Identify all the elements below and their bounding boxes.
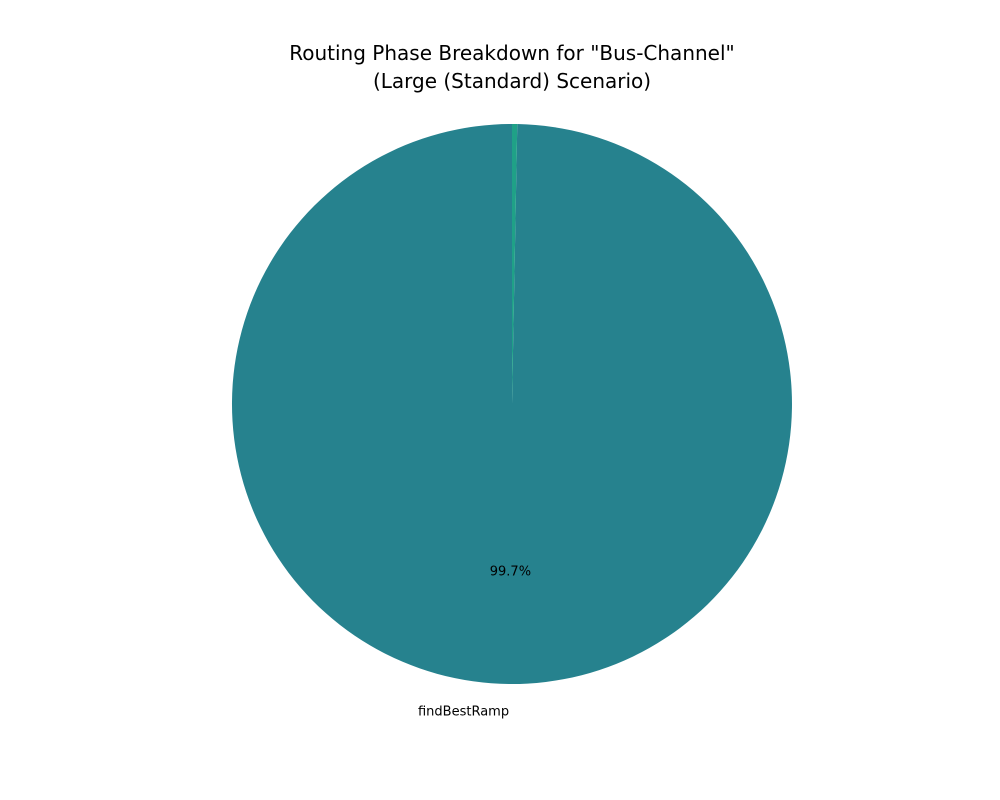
chart-title-line-1: Routing Phase Breakdown for "Bus-Channel… xyxy=(289,41,734,65)
pie-slice-label: findBestRamp xyxy=(418,704,509,719)
pie-slices xyxy=(231,124,792,684)
pie-labels: 99.7% findBestRamp xyxy=(418,564,531,719)
pie-slice-findBestRamp xyxy=(231,124,792,684)
pie-percent-label: 99.7% xyxy=(490,564,531,579)
chart-title-line-2: (Large (Standard) Scenario) xyxy=(373,69,651,93)
pie-slice-segment-1 xyxy=(512,124,518,404)
